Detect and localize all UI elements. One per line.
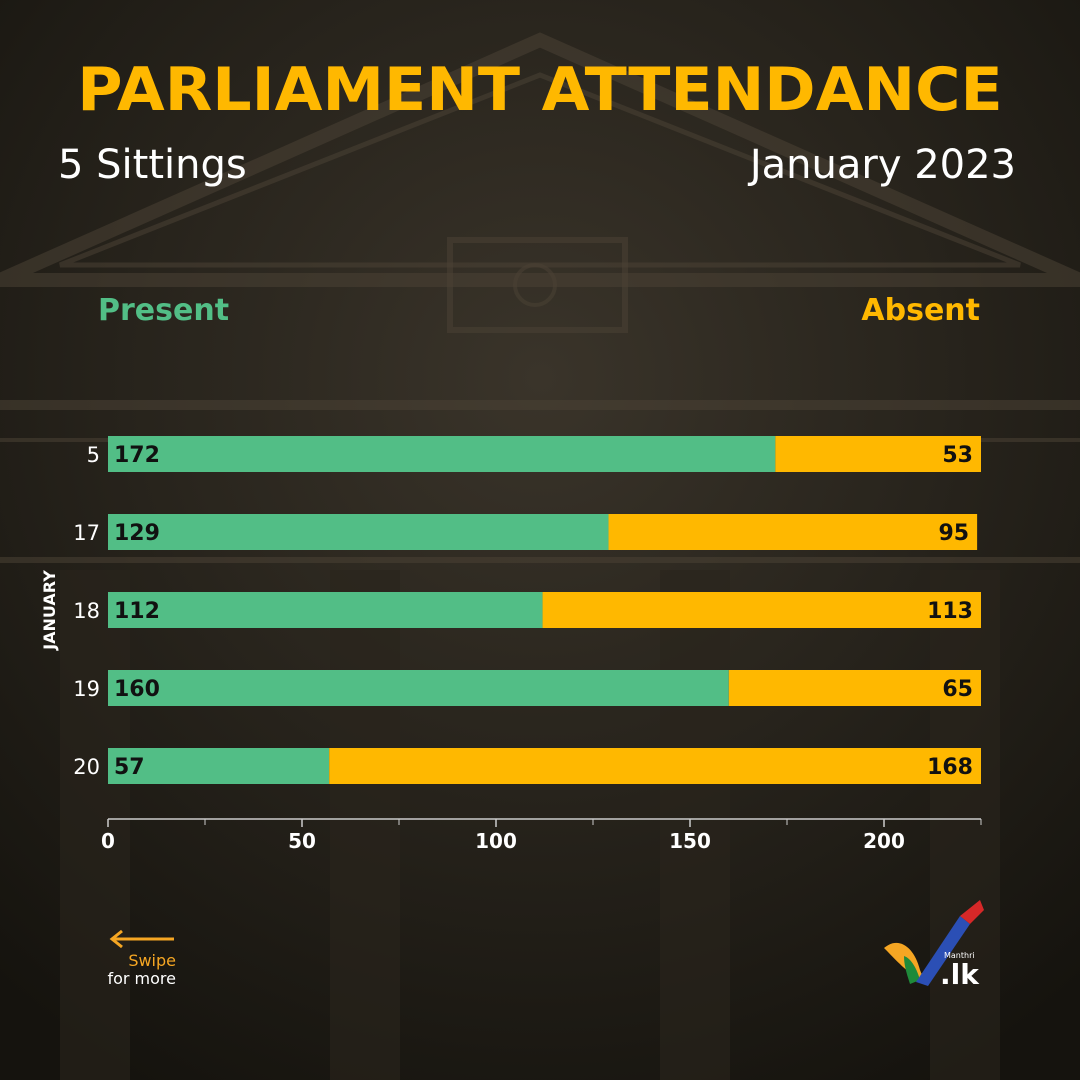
legend-absent: Absent — [861, 293, 980, 328]
data-label-present: 129 — [114, 521, 160, 546]
data-label-absent: 65 — [942, 677, 973, 702]
data-label-present: 112 — [114, 599, 160, 624]
bar-absent — [775, 436, 981, 472]
logo-text: .lk — [940, 958, 980, 991]
sittings-count-subtitle: 5 Sittings — [58, 142, 247, 188]
data-label-absent: 168 — [927, 755, 973, 780]
category-tick-label: 18 — [73, 599, 100, 623]
x-axis-tick-label: 50 — [288, 829, 316, 853]
x-axis-tick-label: 200 — [863, 829, 905, 853]
data-label-absent: 113 — [927, 599, 973, 624]
manthri-logo: Manthri .lk — [884, 900, 984, 991]
data-label-absent: 53 — [942, 443, 973, 468]
data-label-present: 57 — [114, 755, 145, 780]
arrow-left-icon — [109, 929, 174, 949]
chart-title: PARLIAMENT ATTENDANCE — [77, 55, 1003, 125]
data-label-present: 160 — [114, 677, 160, 702]
data-label-absent: 95 — [938, 521, 969, 546]
bar-present — [108, 514, 609, 550]
swipe-label: Swipe — [128, 951, 176, 970]
category-tick-label: 17 — [73, 521, 100, 545]
bar-absent — [329, 748, 981, 784]
category-tick-label: 20 — [73, 755, 100, 779]
bar-absent — [542, 592, 981, 628]
legend-present: Present — [98, 293, 230, 328]
bar-present — [108, 436, 776, 472]
month-subtitle: January 2023 — [749, 142, 1016, 188]
x-axis-tick-label: 100 — [475, 829, 517, 853]
category-axis-title: JANUARY — [40, 570, 59, 651]
category-tick-label: 5 — [87, 443, 100, 467]
logo-small-text: Manthri — [944, 951, 975, 960]
bar-absent — [728, 670, 981, 706]
swipe-hint[interactable]: Swipe for more — [96, 926, 176, 988]
bar-present — [108, 670, 729, 706]
for-more-label: for more — [107, 969, 176, 988]
x-axis-tick-label: 0 — [101, 829, 115, 853]
bar-absent — [608, 514, 978, 550]
category-tick-label: 19 — [73, 677, 100, 701]
bar-present — [108, 592, 543, 628]
bar-present — [108, 748, 330, 784]
x-axis-tick-label: 150 — [669, 829, 711, 853]
data-label-present: 172 — [114, 443, 160, 468]
